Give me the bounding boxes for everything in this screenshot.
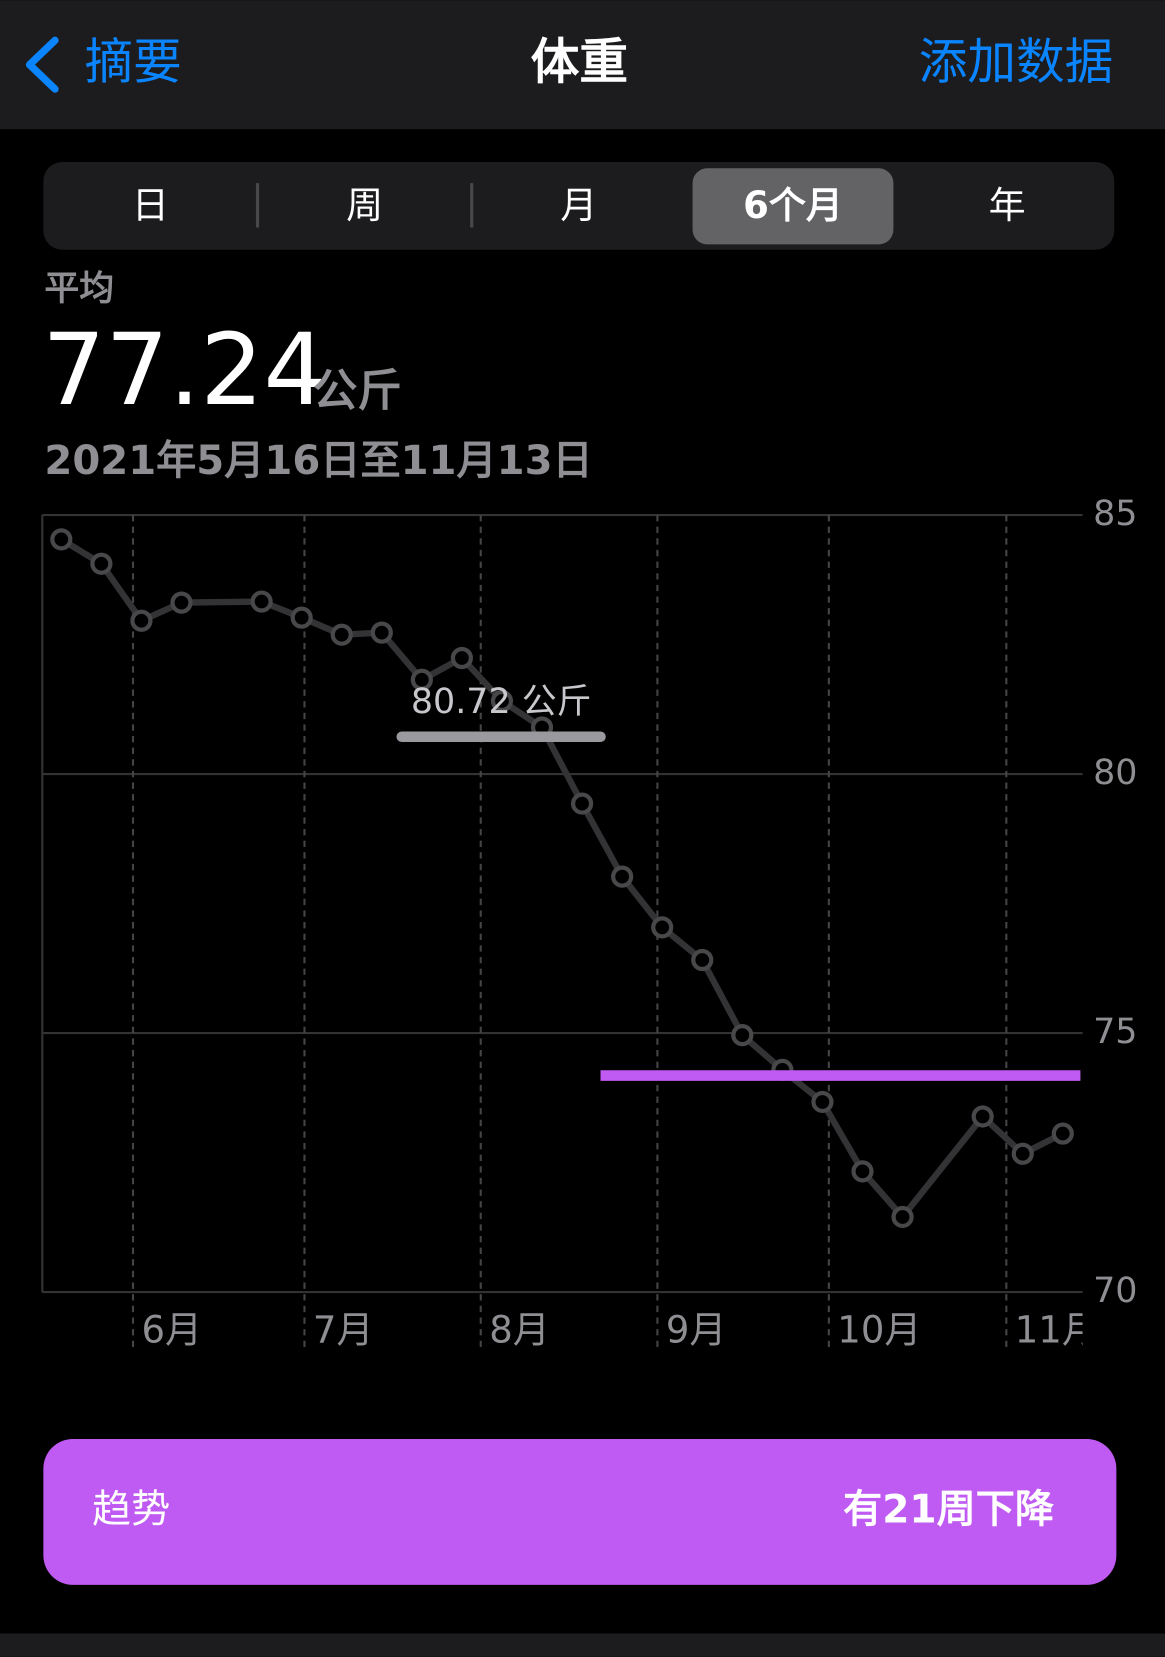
weight-point [410, 668, 433, 691]
trend-card[interactable] [43, 1439, 1117, 1585]
weight-point [811, 1090, 834, 1114]
weight-point [611, 865, 634, 888]
back-button[interactable]: 摘要 [85, 35, 182, 91]
y-tick-label: 75 [1093, 1012, 1137, 1052]
segment-option[interactable]: 周 [346, 184, 383, 227]
summary-range: 2021年5月16日至11月13日 [44, 438, 592, 484]
average-label: 80.72 公斤 [411, 682, 592, 722]
trend-label: 趋势 [92, 1487, 170, 1532]
weight-point [1011, 1142, 1034, 1165]
x-tick-label: 7月 [313, 1309, 374, 1352]
weight-point [50, 528, 73, 551]
weight-point [450, 646, 474, 670]
summary-value: 77.24 [42, 313, 326, 428]
bottom-strip [0, 1633, 1165, 1657]
weight-point [330, 623, 353, 646]
weight-point [891, 1205, 914, 1229]
weight-point [731, 1024, 754, 1047]
weight-point [691, 948, 714, 972]
weight-point [130, 609, 153, 632]
weight-point [370, 621, 393, 644]
weight-point [851, 1160, 874, 1183]
x-tick-label: 9月 [666, 1309, 727, 1352]
y-tick-label: 80 [1093, 753, 1137, 793]
weight-point [1051, 1122, 1074, 1145]
segment-option[interactable]: 月 [560, 184, 597, 227]
nav-title: 体重 [531, 35, 628, 91]
weight-point [570, 792, 594, 815]
add-data-button[interactable]: 添加数据 [919, 35, 1113, 91]
weight-point [651, 916, 674, 939]
back-chevron[interactable] [25, 36, 59, 93]
weight-point [250, 590, 273, 613]
x-tick-label: 8月 [489, 1309, 550, 1352]
x-tick-label: 11月 [1015, 1309, 1099, 1352]
weight-point [90, 552, 113, 575]
y-tick-label: 85 [1093, 494, 1137, 534]
segment-option[interactable]: 年 [989, 184, 1026, 227]
weight-point [170, 591, 193, 614]
segment-selected [692, 168, 894, 245]
segment-option[interactable]: 日 [132, 184, 169, 227]
weight-point [490, 689, 514, 713]
x-tick-label: 10月 [837, 1309, 921, 1352]
segment-option[interactable]: 6个月 [743, 184, 843, 227]
nav-bar [0, 0, 1165, 130]
x-tick-label: 6月 [141, 1309, 202, 1352]
trend-text: 有21周下降 [843, 1487, 1055, 1532]
summary-unit: 公斤 [313, 365, 402, 416]
weight-point [290, 606, 313, 629]
summary-label: 平均 [44, 269, 114, 309]
y-tick-label: 70 [1093, 1271, 1137, 1311]
weight-point [971, 1105, 994, 1128]
